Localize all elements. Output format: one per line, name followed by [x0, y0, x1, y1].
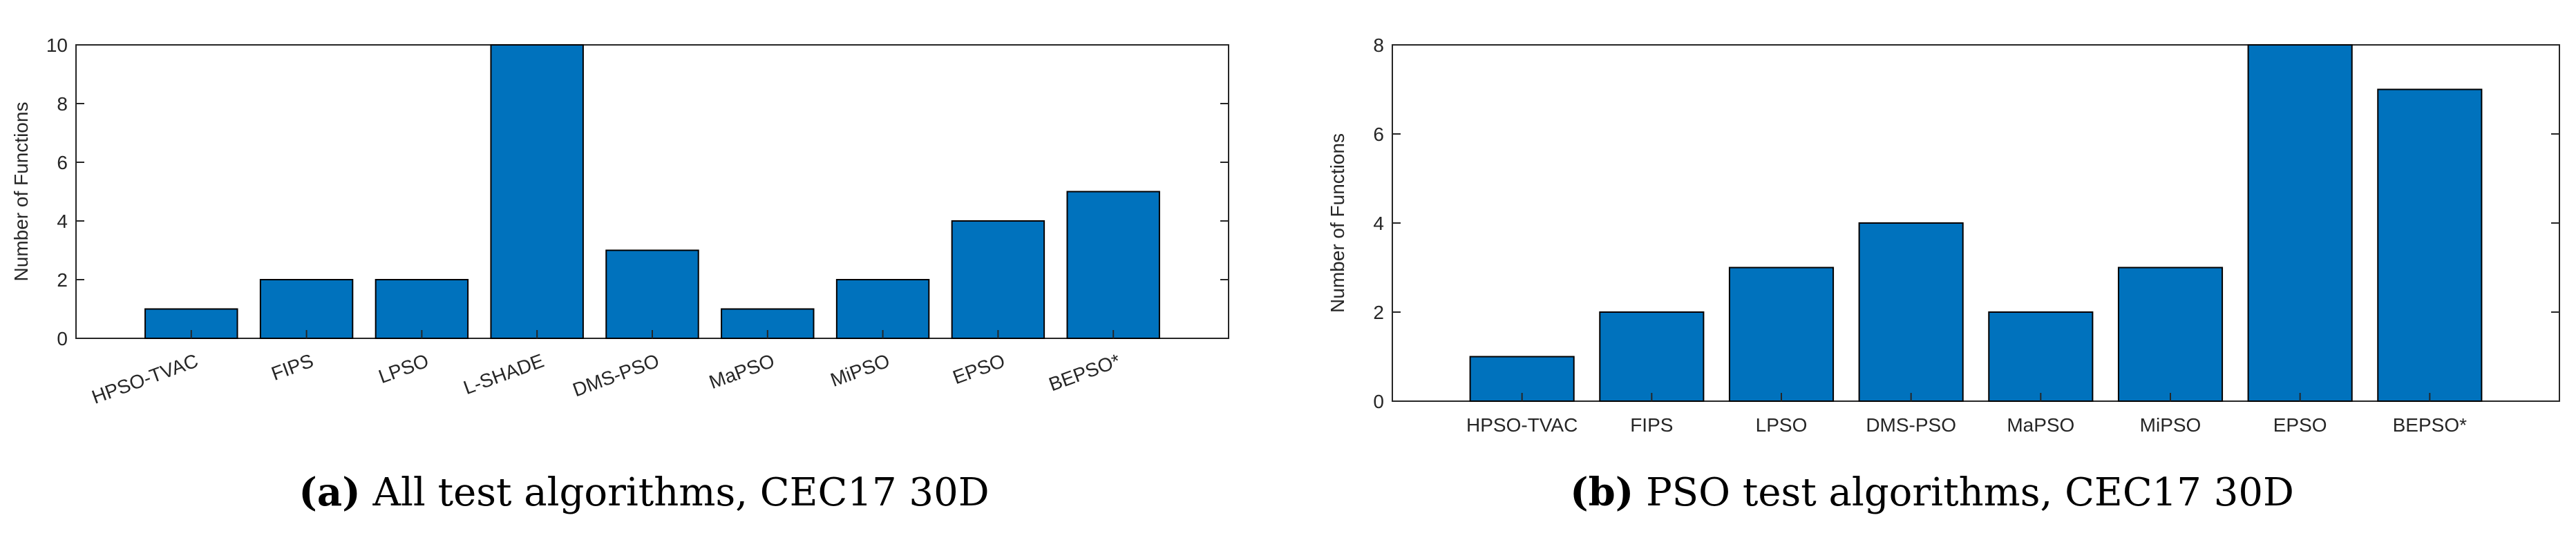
bar-chart-b: 0 2 4 6 8 Number of Functions HPSO-TVAC FIPS LPS… — [1327, 35, 2560, 436]
x-tick-label-a: EPSO — [950, 350, 1008, 389]
y-tick-label-b: 4 — [1373, 213, 1384, 234]
x-tick-label-a: L-SHADE — [461, 350, 547, 399]
y-tick-label-b: 6 — [1373, 124, 1384, 145]
x-tick-label-b: DMS-PSO — [1866, 414, 1956, 436]
caption-a: (a) All test algorithms, CEC17 30D — [0, 470, 1288, 515]
y-tick-label-b: 2 — [1373, 302, 1384, 323]
caption-b: (b) PSO test algorithms, CEC17 30D — [1288, 470, 2576, 515]
y-axis-label-a: Number of Functions — [10, 102, 32, 282]
y-tick-label-a: 4 — [57, 211, 68, 232]
x-tick-label-a: LPSO — [376, 350, 432, 388]
chart-panel-a: 0 2 4 6 8 10 Number of Functions HPSO-TVAC FIPS L… — [0, 35, 1288, 515]
x-tick-label-a: BEPSO* — [1046, 349, 1124, 395]
y-tick-label-a: 2 — [57, 269, 68, 291]
x-tick-label-a: HPSO-TVAC — [89, 350, 201, 408]
x-tick-label-b: FIPS — [1630, 414, 1673, 436]
caption-b-text: PSO test algorithms, CEC17 30D — [1646, 470, 2294, 515]
bar-bepso--a — [1066, 191, 1160, 339]
caption-a-text: All test algorithms, CEC17 30D — [372, 470, 989, 515]
x-tick-label-b: MaPSO — [2007, 414, 2074, 436]
x-tick-label-a: MiPSO — [828, 350, 893, 391]
bar-fips-b — [1599, 311, 1705, 402]
x-tick-label-a: FIPS — [269, 350, 316, 385]
y-tick-label-b: 0 — [1373, 391, 1384, 412]
chart-panel-b: 0 2 4 6 8 Number of Functions HPSO-TVAC FIPS LPS… — [1288, 0, 2576, 551]
bar-epso-a — [951, 220, 1045, 339]
bar-chart-a: 0 2 4 6 8 10 Number of Functions HPSO-TVAC FIPS L… — [10, 35, 1229, 408]
y-tick-label-b: 8 — [1373, 35, 1384, 56]
bar-lpso-b — [1728, 267, 1835, 402]
bar-lpso-a — [375, 279, 469, 339]
bar-l-shade-a — [490, 44, 584, 339]
x-tick-label-a: DMS-PSO — [570, 350, 662, 401]
x-tick-label-a: MaPSO — [706, 350, 777, 394]
bar-mapso-b — [1988, 311, 2094, 402]
bar-mipso-a — [835, 279, 930, 339]
bar-fips-a — [259, 279, 354, 339]
bar-bepso--b — [2377, 88, 2483, 402]
x-tick-label-b: EPSO — [2273, 414, 2327, 436]
bar-mipso-b — [2117, 267, 2224, 402]
bar-dms-pso-a — [605, 249, 699, 339]
caption-a-tag: (a) — [299, 470, 361, 515]
y-tick-label-a: 0 — [57, 328, 68, 349]
y-tick-label-a: 6 — [57, 152, 68, 173]
caption-b-tag: (b) — [1570, 470, 1634, 515]
y-tick-label-a: 8 — [57, 93, 68, 115]
x-tick-label-b: HPSO-TVAC — [1466, 414, 1578, 436]
y-axis-label-b: Number of Functions — [1327, 133, 1348, 313]
x-tick-label-b: LPSO — [1756, 414, 1808, 436]
y-tick-label-a: 10 — [46, 35, 68, 56]
x-tick-label-b: MiPSO — [2140, 414, 2201, 436]
bar-dms-pso-b — [1858, 222, 1964, 402]
x-tick-label-b: BEPSO* — [2393, 414, 2467, 436]
bar-epso-b — [2247, 44, 2353, 402]
